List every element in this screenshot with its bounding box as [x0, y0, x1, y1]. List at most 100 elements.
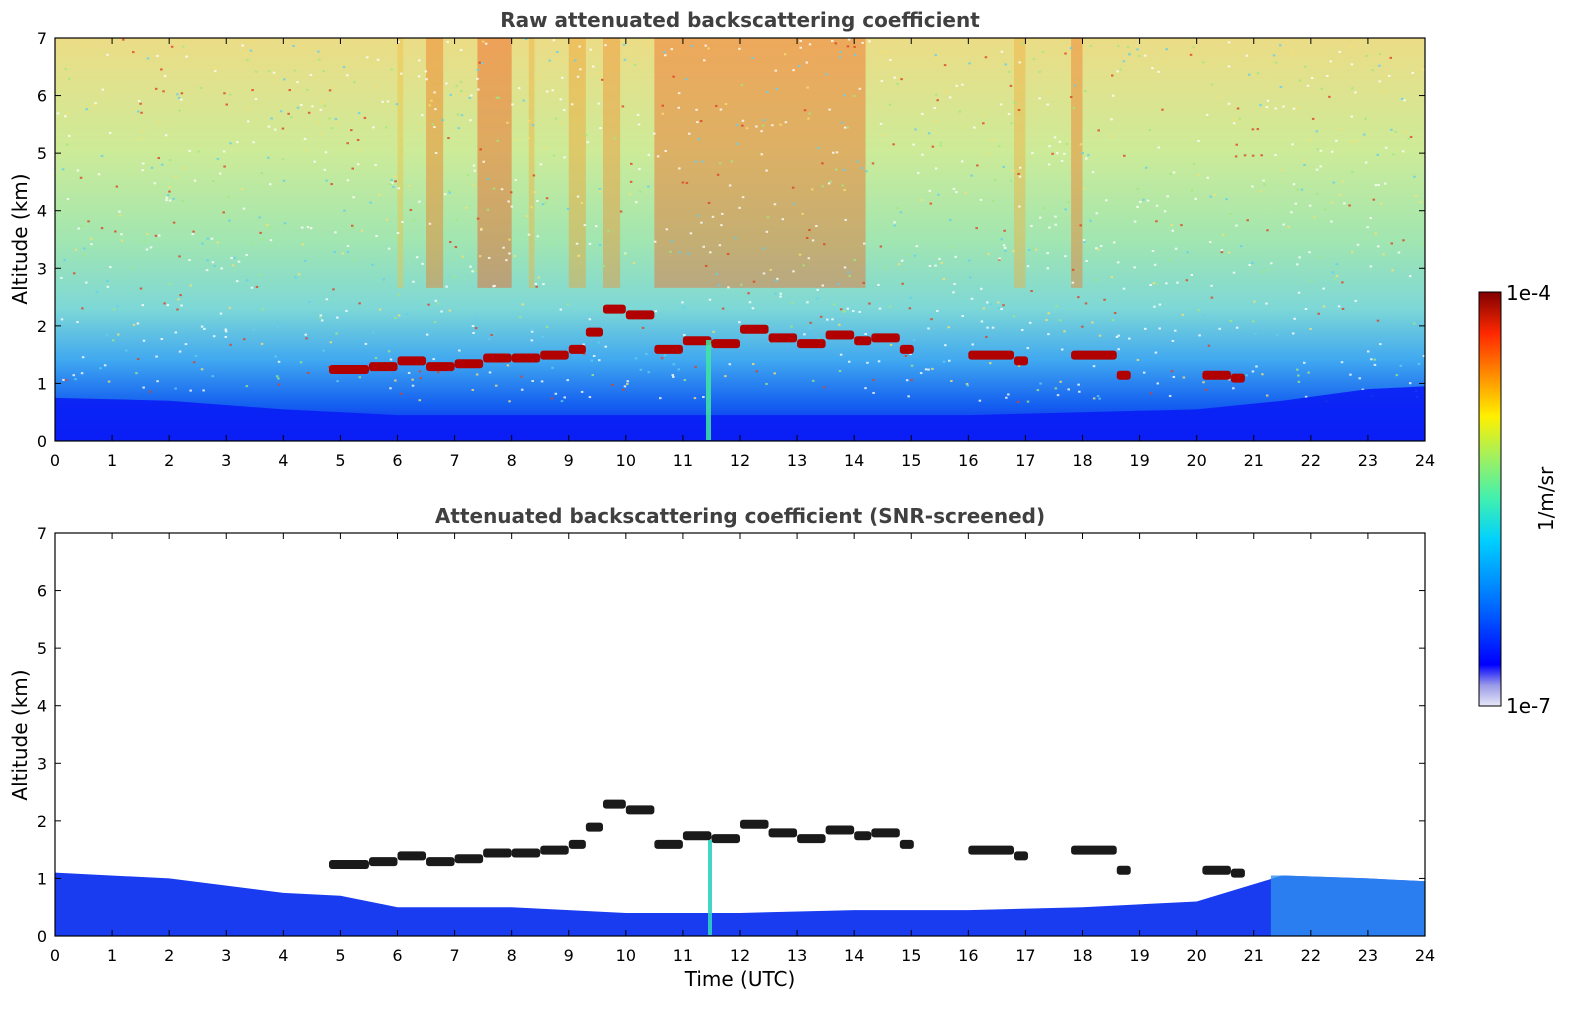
speckle: [1350, 141, 1354, 144]
speckle: [1303, 361, 1306, 364]
speckle: [179, 294, 182, 297]
speckle: [696, 121, 699, 124]
speckle: [821, 162, 824, 165]
speckle: [1056, 394, 1060, 397]
speckle: [64, 115, 67, 118]
speckle: [1328, 95, 1331, 98]
speckle: [446, 40, 449, 43]
speckle: [955, 191, 958, 194]
speckle: [1316, 148, 1319, 151]
speckle: [1000, 50, 1004, 53]
speckle: [1232, 387, 1235, 390]
speckle: [997, 145, 1001, 148]
speckle: [1038, 97, 1041, 100]
speckle: [521, 303, 524, 306]
speckle: [1081, 325, 1084, 328]
speckle: [700, 160, 704, 163]
speckle: [267, 156, 270, 159]
cloud-segment: [1116, 370, 1131, 380]
speckle: [597, 359, 601, 362]
speckle: [300, 103, 303, 106]
speckle: [1248, 264, 1251, 267]
speckle: [635, 201, 638, 204]
speckle: [1335, 139, 1338, 142]
speckle: [1064, 208, 1067, 211]
speckle: [588, 318, 592, 321]
speckle: [1168, 259, 1171, 262]
y-tick-label: 2: [37, 812, 47, 831]
speckle: [1084, 90, 1087, 93]
speckle: [1157, 70, 1160, 73]
speckle: [386, 100, 390, 103]
speckle: [921, 153, 924, 156]
speckle: [60, 276, 63, 279]
speckle: [154, 234, 158, 237]
speckle: [630, 162, 633, 165]
x-tick-label: 13: [787, 451, 807, 470]
speckle: [1220, 248, 1224, 251]
speckle: [1422, 242, 1425, 245]
speckle: [588, 242, 592, 245]
speckle: [741, 196, 745, 199]
speckle: [934, 54, 938, 57]
speckle: [311, 105, 314, 108]
speckle: [1099, 244, 1103, 247]
speckle: [801, 212, 804, 215]
speckle: [724, 103, 728, 106]
speckle: [412, 280, 415, 283]
speckle: [1254, 332, 1257, 335]
speckle: [987, 252, 990, 255]
speckle: [222, 211, 225, 214]
speckle: [998, 257, 1001, 260]
speckle: [1311, 117, 1315, 120]
cloud-segment: [426, 857, 455, 867]
speckle: [687, 132, 691, 135]
speckle: [939, 141, 943, 144]
speckle: [1018, 61, 1021, 64]
speckle: [1377, 184, 1380, 187]
speckle: [779, 295, 782, 298]
speckle: [1012, 249, 1015, 252]
speckle: [682, 306, 686, 309]
speckle: [180, 304, 183, 307]
speckle: [806, 301, 809, 304]
speckle: [700, 221, 703, 224]
speckle: [718, 284, 721, 287]
speckle: [1055, 152, 1059, 155]
speckle: [1255, 121, 1259, 124]
speckle: [1279, 86, 1283, 89]
speckle: [791, 301, 794, 304]
speckle: [142, 339, 146, 342]
speckle: [1351, 87, 1354, 90]
speckle: [913, 254, 917, 257]
speckle: [852, 94, 856, 97]
speckle: [1000, 238, 1003, 241]
speckle: [72, 374, 76, 377]
speckle: [352, 258, 356, 261]
speckle: [1155, 283, 1159, 286]
speckle: [671, 375, 675, 378]
x-tick-label: 17: [1015, 946, 1035, 965]
speckle: [622, 43, 626, 46]
speckle: [1004, 63, 1007, 66]
speckle: [1358, 377, 1361, 380]
speckle: [76, 169, 80, 172]
speckle: [969, 276, 972, 279]
speckle: [1391, 269, 1394, 272]
speckle: [346, 250, 350, 253]
speckle: [529, 329, 533, 332]
x-tick-label: 9: [564, 451, 574, 470]
speckle: [346, 74, 349, 77]
speckle: [305, 337, 308, 340]
speckle: [641, 326, 645, 329]
speckle: [1115, 335, 1119, 338]
speckle: [542, 283, 545, 286]
speckle: [319, 108, 323, 111]
speckle: [1111, 319, 1115, 322]
speckle: [168, 283, 172, 286]
speckle: [539, 163, 543, 166]
speckle: [709, 251, 712, 254]
speckle: [260, 171, 264, 174]
speckle: [819, 315, 823, 318]
